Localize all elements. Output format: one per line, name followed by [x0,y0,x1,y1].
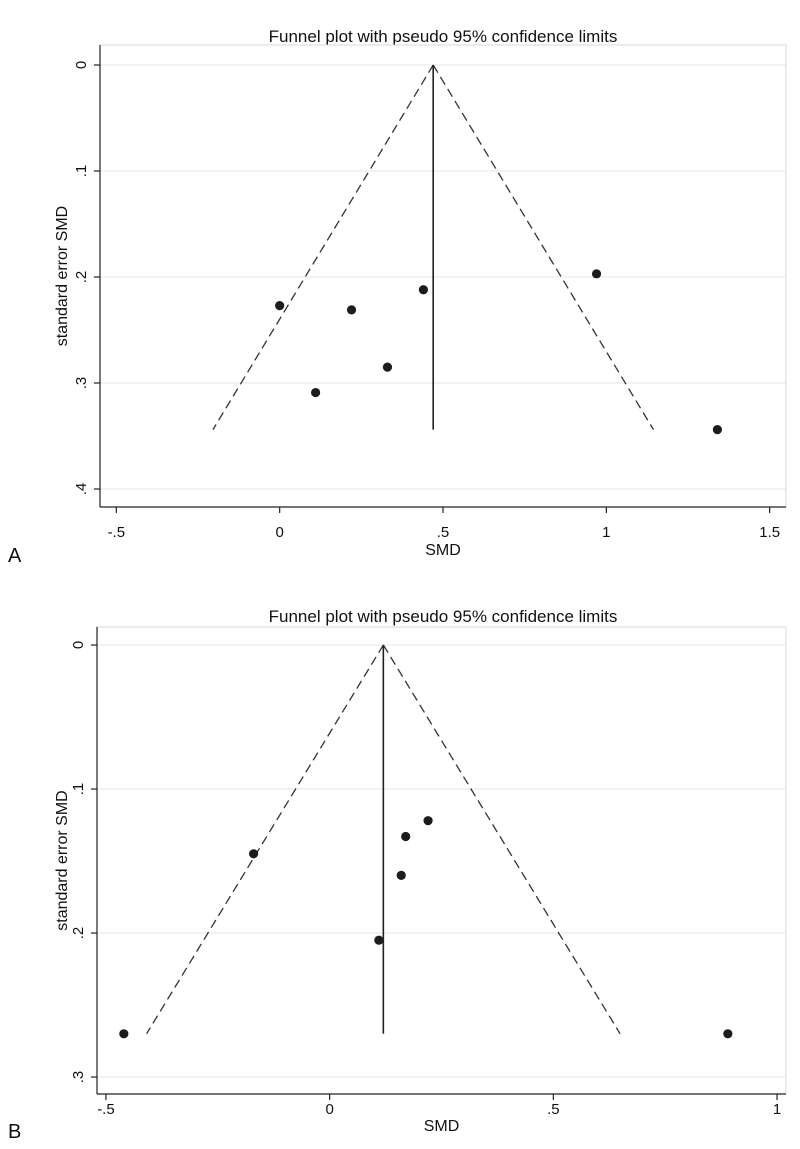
data-point [401,831,411,842]
y-tick-label: .2 [70,927,87,940]
panel-letter: A [8,545,22,567]
data-point [591,269,602,279]
panel-letter: B [8,1121,21,1143]
x-tick-label: 0 [275,524,283,541]
y-tick-label: .1 [73,165,90,178]
data-point [418,285,428,295]
y-tick-label: 0 [70,641,87,649]
y-tick-label: 0 [73,61,90,69]
y-axis-label: standard error SMD [54,206,71,347]
y-tick-label: .4 [73,483,90,496]
panel-B: Funnel plot with pseudo 95% confidence l… [8,607,787,1143]
plot-area [96,626,787,1095]
funnel-left-limit [212,64,434,430]
x-tick-label: 1 [602,524,610,541]
data-point [382,362,393,372]
y-axis-label: standard error SMD [54,790,71,931]
plot-area [99,44,787,508]
x-tick-label: .5 [547,1101,560,1118]
data-point [248,849,259,859]
y-tick-label: .2 [73,271,90,284]
data-point [712,425,723,435]
x-tick-label: 1.5 [759,524,780,541]
x-axis-label: SMD [424,1118,460,1135]
chart-title: Funnel plot with pseudo 95% confidence l… [269,607,618,626]
y-tick-label: .3 [73,377,90,390]
x-tick-label: 1 [773,1101,781,1118]
x-tick-label: 0 [325,1101,333,1118]
funnel-right-limit [382,644,621,1035]
x-tick-label: -.5 [108,524,126,541]
data-point [374,935,384,945]
data-point [275,301,285,311]
data-point [311,387,321,398]
chart-title: Funnel plot with pseudo 95% confidence l… [269,27,618,46]
funnel-left-limit [146,644,384,1035]
y-tick-label: .1 [70,783,87,796]
x-tick-label: .5 [437,524,450,541]
data-point [723,1029,733,1039]
funnel-right-limit [432,64,655,430]
x-tick-label: -.5 [97,1101,115,1118]
panel-A: Funnel plot with pseudo 95% confidence l… [8,27,787,567]
x-axis-label: SMD [425,542,461,559]
y-tick-label: .3 [70,1071,87,1084]
data-point [423,816,433,826]
data-point [346,305,357,315]
data-point [119,1029,129,1039]
data-point [396,870,406,881]
